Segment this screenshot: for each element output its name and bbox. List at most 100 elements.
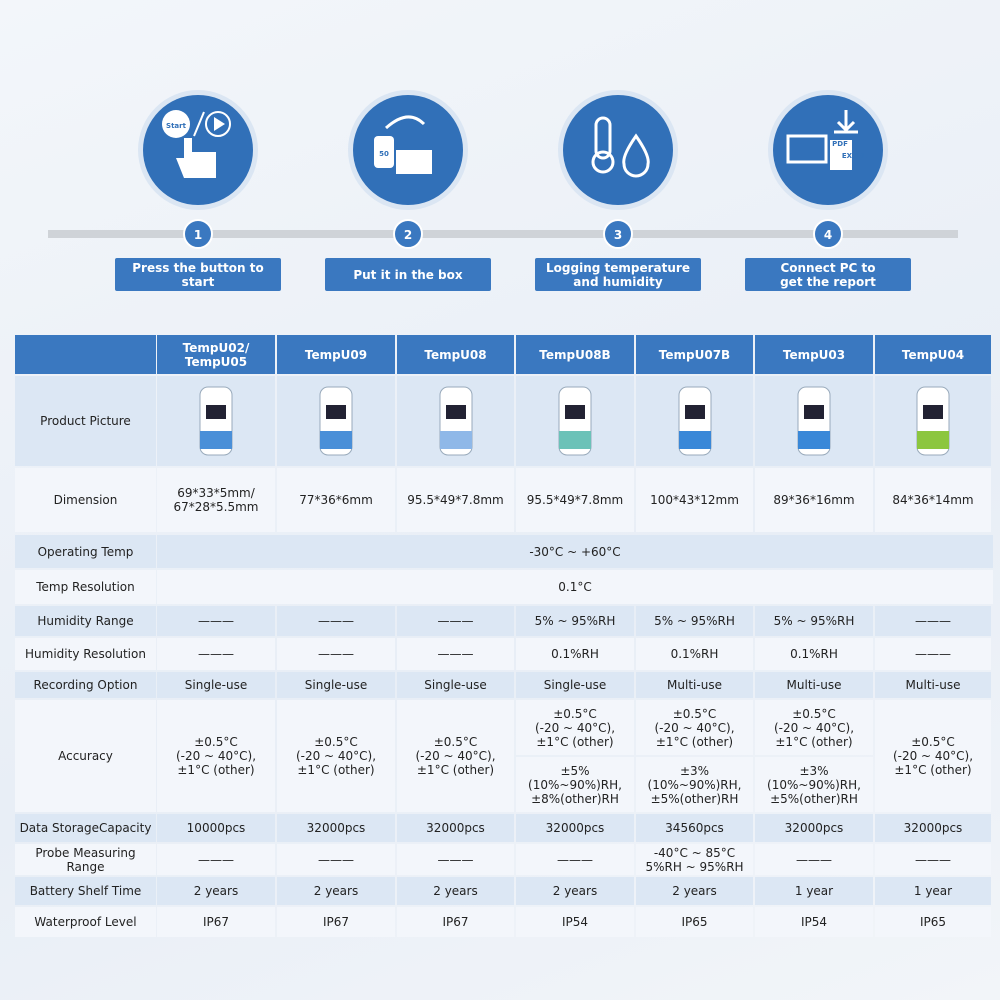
icon-text: Start [166,122,187,130]
icon-text: 50 [379,150,389,158]
table-cell: ±0.5°C (-20 ~ 40°C), ±1°C (other) [516,700,634,755]
play [214,117,225,131]
step-number-circle [393,219,423,249]
step-label: Press the button to start [115,258,281,291]
column-header: TempU07B [636,335,753,374]
table-cell: ——— [755,844,873,875]
table-cell: 2 years [277,877,395,905]
merged-cell: -30°C ~ +60°C [157,535,993,568]
table-cell: ±0.5°C (-20 ~ 40°C), ±1°C (other) [636,700,753,755]
column-header: TempU08 [397,335,514,374]
row-label: Dimension [15,468,156,532]
device [439,386,472,456]
table-cell: 32000pcs [277,814,395,842]
table-cell: 32000pcs [755,814,873,842]
product-picture [755,376,873,466]
row-label: Humidity Range [15,606,156,636]
icon-text: PDF [832,140,848,148]
merged-cell: 0.1°C [157,570,993,604]
column-header: TempU03 [755,335,873,374]
table-cell: ±0.5°C (-20 ~ 40°C), ±1°C (other) [277,700,395,812]
doc [830,140,852,170]
table-cell: IP67 [277,907,395,937]
slash [193,111,205,137]
table-cell: 5% ~ 95%RH [516,606,634,636]
row-label: Recording Option [15,672,156,698]
table-cell: ±3% (10%~90%)RH, ±5%(other)RH [755,757,873,812]
step-number-circle [183,219,213,249]
step-label: Logging temperature and humidity [535,258,701,291]
table-cell: ——— [875,844,991,875]
table-cell: ±0.5°C (-20 ~ 40°C), ±1°C (other) [875,700,991,812]
table-cell: 32000pcs [875,814,991,842]
step-number-circle [813,219,843,249]
icon-text: EXCEL [842,152,867,160]
row-label: Data StorageCapacity [15,814,156,842]
table-cell: 1 year [755,877,873,905]
product-picture [397,376,514,466]
table-cell: 95.5*49*7.8mm [516,468,634,532]
row-label: Accuracy [15,700,156,812]
icon-circle [563,95,673,205]
device [678,386,711,456]
hand [176,138,216,178]
header-corner [15,335,156,374]
table-cell: 95.5*49*7.8mm [397,468,514,532]
table-cell: -40°C ~ 85°C 5%RH ~ 95%RH [636,844,753,875]
arrow [384,115,426,130]
column-header: TempU04 [875,335,991,374]
table-cell: ——— [277,844,395,875]
product-picture [516,376,634,466]
table-cell: 34560pcs [636,814,753,842]
table-cell: 69*33*5mm/ 67*28*5.5mm [157,468,275,532]
row-label: Operating Temp [15,535,156,568]
table-cell: ——— [516,844,634,875]
table-cell: ±0.5°C (-20 ~ 40°C), ±1°C (other) [397,700,514,812]
device [319,386,353,456]
table-cell: Multi-use [755,672,873,698]
table-cell: Multi-use [875,672,991,698]
step-label: Put it in the box [325,258,491,291]
icon-circle [143,95,253,205]
table-cell: ±0.5°C (-20 ~ 40°C), ±1°C (other) [157,700,275,812]
table-cell: ±3% (10%~90%)RH, ±5%(other)RH [636,757,753,812]
column-header: TempU02/ TempU05 [157,335,275,374]
table-cell: 0.1%RH [516,638,634,670]
table-cell: ——— [277,638,395,670]
table-cell: Single-use [277,672,395,698]
table-cell: ——— [875,638,991,670]
row-label: Temp Resolution [15,570,156,604]
product-picture [875,376,991,466]
column-header: TempU08B [516,335,634,374]
table-cell: 2 years [397,877,514,905]
product-picture [636,376,753,466]
table-cell: 5% ~ 95%RH [636,606,753,636]
table-cell: IP65 [636,907,753,937]
device [916,386,950,456]
device [797,386,831,456]
table-cell: 0.1%RH [636,638,753,670]
icon: PDF EXCEL [786,110,867,170]
drop [622,133,650,178]
table-cell: 5% ~ 95%RH [755,606,873,636]
device [558,386,592,456]
icon: Start [162,110,231,178]
icon-circle [773,95,883,205]
column-header: TempU09 [277,335,395,374]
table-cell: Single-use [516,672,634,698]
table-cell: IP54 [516,907,634,937]
table-cell: 32000pcs [516,814,634,842]
table-cell: 100*43*12mm [636,468,753,532]
step-number: 2 [404,228,412,242]
step-number: 3 [614,228,622,242]
table-cell: ±0.5°C (-20 ~ 40°C), ±1°C (other) [755,700,873,755]
thermo [594,116,612,160]
table-cell: 2 years [157,877,275,905]
monitor [786,134,828,164]
start-btn [162,110,190,138]
table-cell: ——— [397,638,514,670]
step-number: 4 [824,228,832,242]
table-cell: 89*36*16mm [755,468,873,532]
table-cell: ——— [875,606,991,636]
product-picture [157,376,275,466]
